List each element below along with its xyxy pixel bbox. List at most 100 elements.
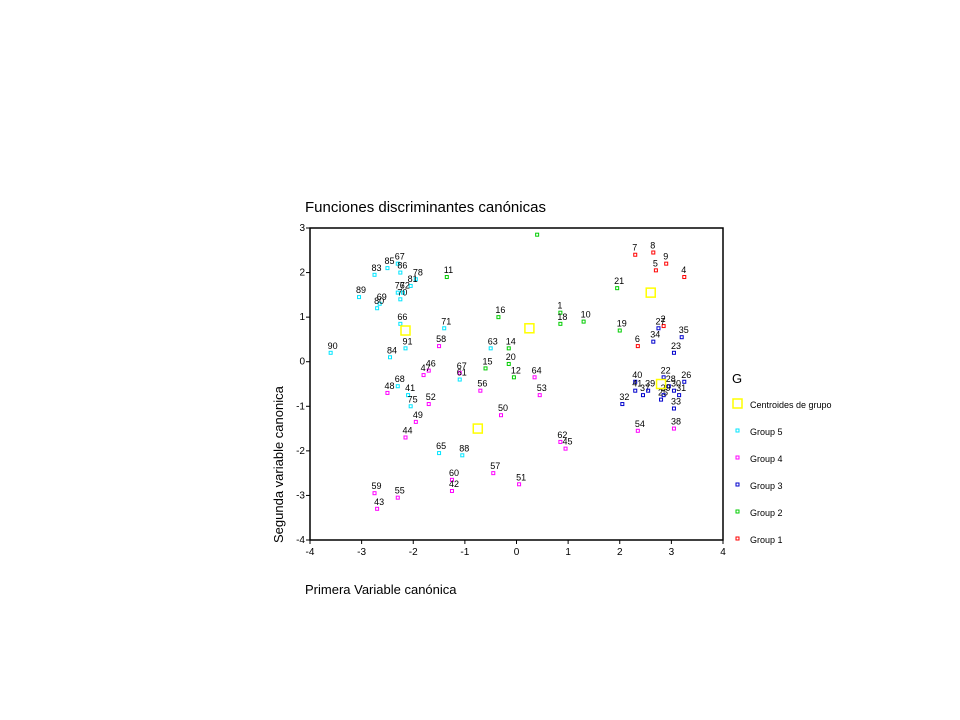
x-tick-label: 4 bbox=[720, 547, 726, 558]
data-point bbox=[413, 277, 418, 282]
data-point bbox=[395, 495, 400, 500]
data-point bbox=[375, 506, 380, 511]
point-label: 56 bbox=[477, 379, 487, 389]
data-point bbox=[506, 361, 511, 366]
data-point bbox=[677, 393, 682, 398]
point-label: 53 bbox=[537, 383, 547, 393]
legend-marker bbox=[735, 536, 740, 541]
data-point bbox=[395, 290, 400, 295]
point-label: 85 bbox=[384, 256, 394, 266]
centroid-marker bbox=[524, 323, 535, 334]
point-label: 66 bbox=[397, 312, 407, 322]
legend-label: Group 4 bbox=[750, 454, 783, 464]
data-point bbox=[664, 261, 669, 266]
point-label: 45 bbox=[563, 437, 573, 447]
data-point bbox=[449, 488, 454, 493]
data-point bbox=[646, 388, 651, 393]
point-label: 65 bbox=[436, 441, 446, 451]
y-tick-label: -4 bbox=[296, 535, 305, 546]
data-point bbox=[449, 477, 454, 482]
point-label: 23 bbox=[671, 341, 681, 351]
data-point bbox=[421, 373, 426, 378]
data-point bbox=[671, 350, 676, 355]
point-label: 9 bbox=[663, 252, 668, 262]
point-label: 1 bbox=[557, 301, 562, 311]
data-point bbox=[442, 326, 447, 331]
x-tick-label: -1 bbox=[460, 547, 469, 558]
data-point bbox=[535, 232, 540, 237]
point-label: 47 bbox=[421, 363, 431, 373]
legend-marker bbox=[735, 428, 740, 433]
point-label: 8 bbox=[650, 241, 655, 251]
point-label: 63 bbox=[488, 336, 498, 346]
data-point bbox=[488, 346, 493, 351]
point-label: 75 bbox=[408, 394, 418, 404]
point-label: 16 bbox=[495, 305, 505, 315]
x-tick-label: -3 bbox=[357, 547, 366, 558]
point-label: 58 bbox=[436, 334, 446, 344]
point-label: 31 bbox=[676, 383, 686, 393]
point-label: 51 bbox=[516, 472, 526, 482]
data-point bbox=[398, 270, 403, 275]
point-label: 68 bbox=[395, 374, 405, 384]
point-label: 4 bbox=[681, 265, 686, 275]
data-point bbox=[651, 250, 656, 255]
data-point bbox=[437, 451, 442, 456]
data-point bbox=[682, 379, 687, 384]
y-tick-label: 0 bbox=[299, 357, 305, 368]
data-point bbox=[426, 368, 431, 373]
point-label: 41 bbox=[405, 383, 415, 393]
data-point bbox=[460, 453, 465, 458]
data-point bbox=[328, 350, 333, 355]
data-point bbox=[400, 290, 405, 295]
data-point bbox=[656, 326, 661, 331]
centroid-marker bbox=[645, 287, 656, 298]
data-point bbox=[671, 388, 676, 393]
point-label: 67 bbox=[395, 252, 405, 262]
data-point bbox=[408, 404, 413, 409]
point-label: 38 bbox=[671, 417, 681, 427]
point-label: 6 bbox=[635, 334, 640, 344]
point-label: 49 bbox=[413, 410, 423, 420]
data-point bbox=[377, 301, 382, 306]
point-label: 20 bbox=[506, 352, 516, 362]
point-label: 90 bbox=[328, 341, 338, 351]
legend: G Centroides de grupo Group 5 Group 4 Group … bbox=[732, 371, 832, 545]
y-tick-label: -1 bbox=[296, 401, 305, 412]
x-tick-label: -4 bbox=[306, 547, 315, 558]
data-point bbox=[532, 375, 537, 380]
data-point bbox=[615, 286, 620, 291]
point-label: 21 bbox=[614, 276, 624, 286]
data-point bbox=[388, 355, 393, 360]
point-label: 39 bbox=[645, 379, 655, 389]
data-point bbox=[635, 344, 640, 349]
point-label: 55 bbox=[395, 486, 405, 496]
point-label: 5 bbox=[653, 258, 658, 268]
x-tick-label: 2 bbox=[617, 547, 623, 558]
point-label: 72 bbox=[400, 281, 410, 291]
data-point bbox=[661, 324, 666, 329]
legend-marker bbox=[732, 398, 743, 409]
point-label: 59 bbox=[372, 481, 382, 491]
data-point bbox=[633, 252, 638, 257]
point-label: 54 bbox=[635, 419, 645, 429]
point-label: 18 bbox=[557, 312, 567, 322]
data-point bbox=[483, 366, 488, 371]
data-point bbox=[635, 428, 640, 433]
x-tick-label: 1 bbox=[565, 547, 571, 558]
data-point bbox=[375, 306, 380, 311]
data-point bbox=[617, 328, 622, 333]
data-point bbox=[671, 406, 676, 411]
data-point bbox=[403, 435, 408, 440]
chart-title: Funciones discriminantes canónicas bbox=[305, 199, 546, 216]
point-label: 30 bbox=[671, 379, 681, 389]
data-point bbox=[558, 321, 563, 326]
point-label: 76 bbox=[395, 281, 405, 291]
data-point bbox=[563, 446, 568, 451]
data-point bbox=[403, 346, 408, 351]
data-point bbox=[517, 482, 522, 487]
point-label: 50 bbox=[498, 403, 508, 413]
point-label: 57 bbox=[490, 461, 500, 471]
